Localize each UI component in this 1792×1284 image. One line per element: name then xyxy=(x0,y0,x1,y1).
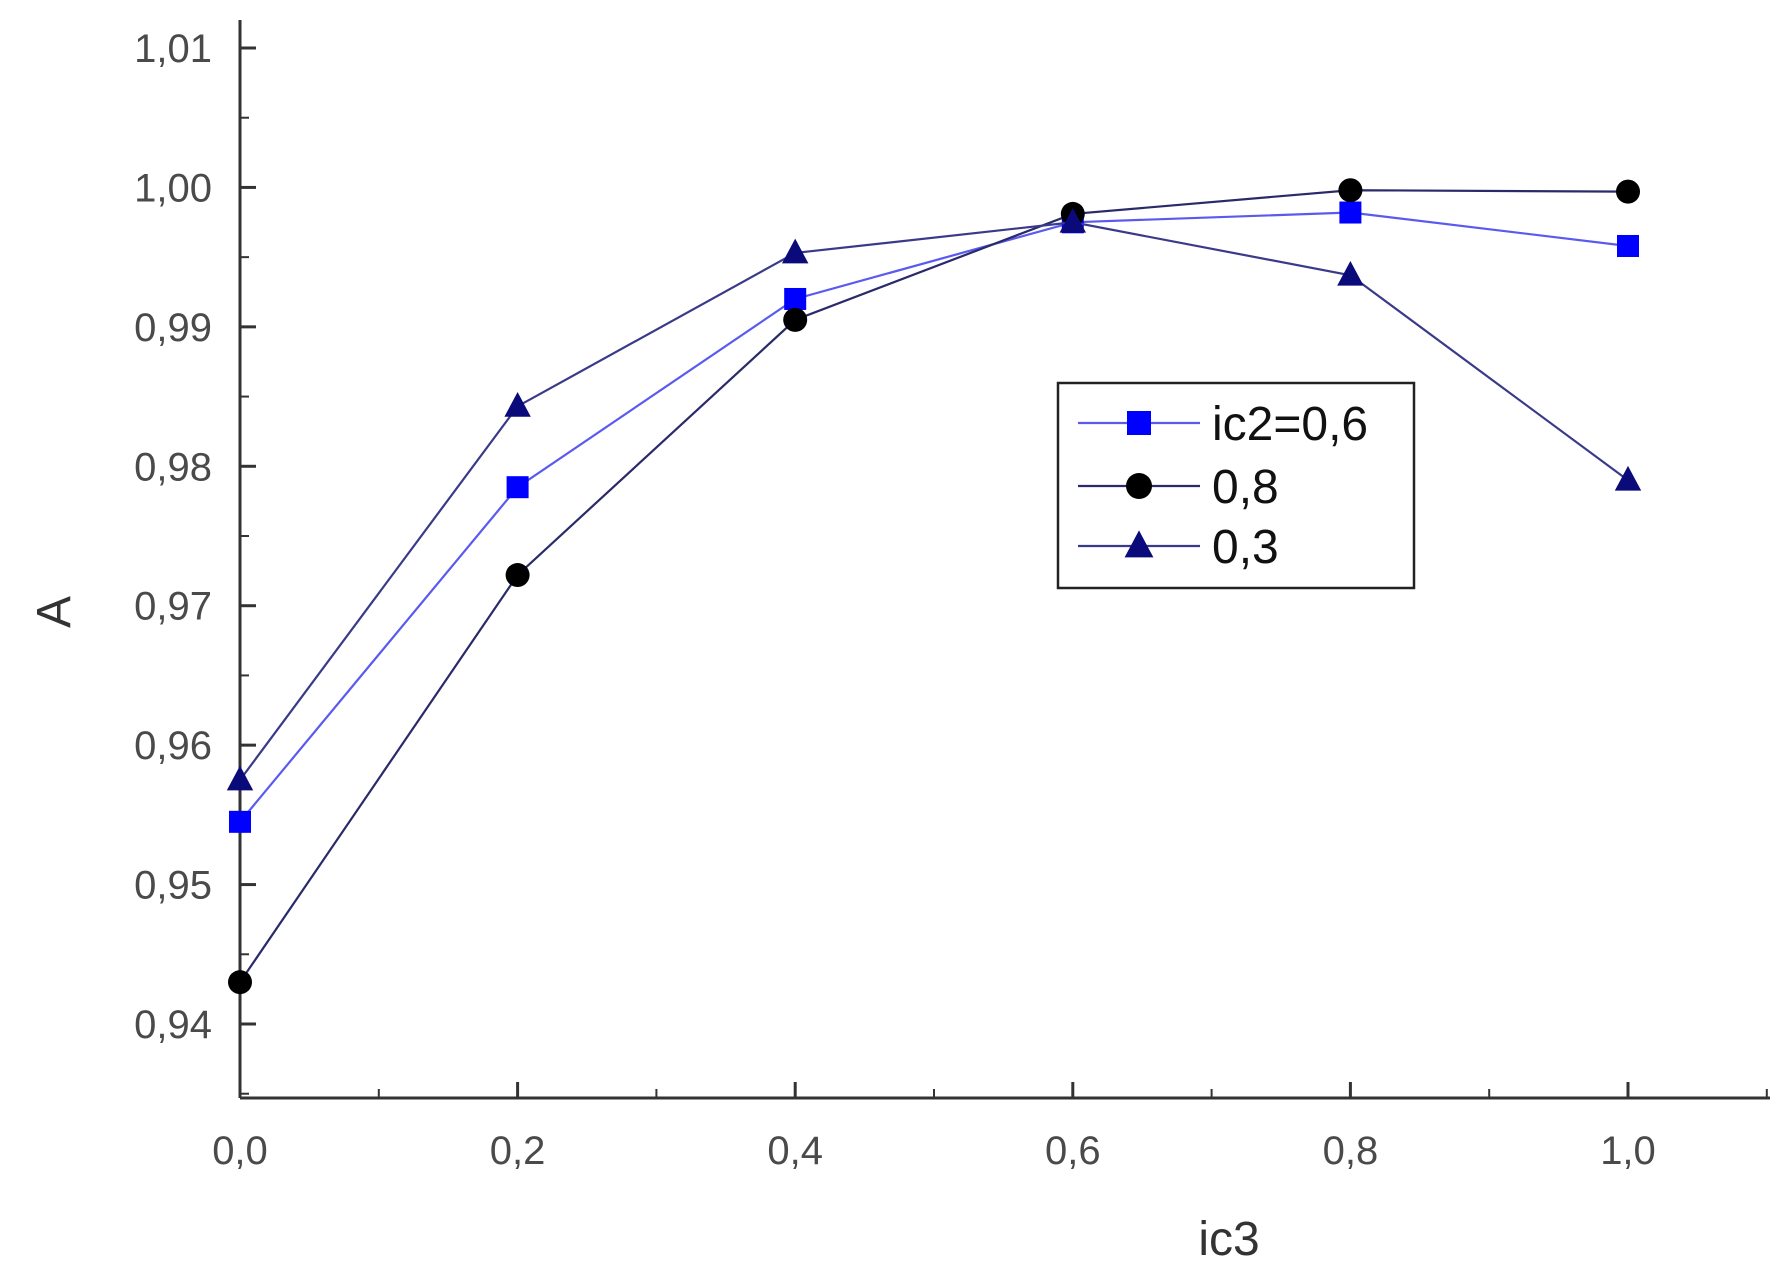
y-tick-label: 0,99 xyxy=(134,306,212,350)
data-point-triangle xyxy=(226,765,254,791)
x-tick-label: 0,6 xyxy=(1045,1129,1101,1173)
data-point-circle xyxy=(1338,178,1363,203)
data-point-triangle xyxy=(1614,465,1642,491)
series-triangle xyxy=(226,207,1642,791)
legend-marker-circle xyxy=(1126,473,1152,499)
series-circle xyxy=(228,178,1640,995)
series-line xyxy=(239,211,1629,823)
data-point-square xyxy=(1339,201,1362,224)
y-tick-label: 0,97 xyxy=(134,585,212,629)
x-tick-label: 0,8 xyxy=(1323,1129,1379,1173)
data-point-triangle xyxy=(1059,207,1086,233)
data-point-square xyxy=(784,287,807,310)
y-axis-title: A xyxy=(28,596,81,628)
legend-marker-square xyxy=(1127,411,1151,435)
x-tick-label: 1,0 xyxy=(1600,1129,1656,1173)
y-tick-label: 1,00 xyxy=(134,166,212,210)
series-line xyxy=(239,221,1629,781)
y-tick-label: 0,98 xyxy=(134,445,212,489)
data-point-circle xyxy=(505,563,530,588)
legend-marker-triangle xyxy=(1124,530,1154,558)
data-point-circle xyxy=(783,307,808,332)
x-axis-title: ic3 xyxy=(1198,1213,1259,1266)
data-point-square xyxy=(1617,234,1639,257)
axes: 0,94 0,95 0,96 0,97 0,98 0,99 1,00 1,01 0,0 0,2 0,… xyxy=(28,20,1770,1266)
legend-label: 0,3 xyxy=(1212,521,1279,574)
series-layer xyxy=(226,178,1642,995)
x-tick-label: 0,2 xyxy=(490,1129,546,1173)
data-point-triangle xyxy=(782,238,809,264)
y-tick-label: 0,96 xyxy=(134,724,212,768)
data-point-triangle xyxy=(1337,260,1364,286)
data-point-circle xyxy=(1616,179,1640,204)
x-tick-label: 0,4 xyxy=(767,1129,823,1173)
legend-label: 0,8 xyxy=(1212,461,1279,514)
y-tick-label: 1,01 xyxy=(134,27,212,71)
data-point-square xyxy=(229,810,251,833)
y-tick-label: 0,94 xyxy=(134,1003,212,1047)
data-point-square xyxy=(506,476,529,499)
legend-label: ic2=0,6 xyxy=(1212,398,1368,451)
legend: ic2=0,6 0,8 0,3 xyxy=(1056,381,1416,590)
series-square xyxy=(229,201,1639,833)
data-point-circle xyxy=(228,970,252,995)
data-point-triangle xyxy=(504,392,531,417)
series-line xyxy=(239,189,1629,983)
y-tick-label: 0,95 xyxy=(134,864,212,908)
x-tick-label: 0,0 xyxy=(212,1129,268,1173)
